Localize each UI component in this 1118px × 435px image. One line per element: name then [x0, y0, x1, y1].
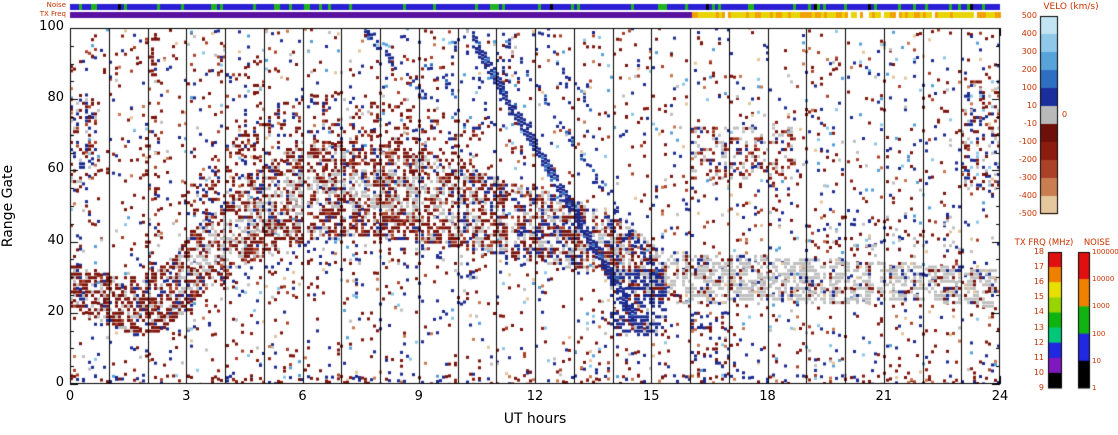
x-tick-label: 18 [759, 389, 776, 404]
velocity-scale-label: 100 [1021, 83, 1037, 92]
x-tick-label: 21 [875, 389, 893, 404]
tx-freq-scale-label: 13 [1033, 322, 1044, 332]
y-tick-label: 100 [39, 19, 64, 34]
y-axis-title: Range Gate [0, 164, 16, 248]
noise-strip-label: Noise [46, 1, 66, 9]
x-tick-label: 6 [298, 389, 307, 404]
velocity-scale-label: -100 [1018, 137, 1037, 146]
x-tick-label: 12 [526, 389, 544, 404]
y-tick-label: 0 [55, 375, 64, 390]
velocity-scale-label: -300 [1018, 173, 1037, 182]
velocity-scale-label: 10 [1026, 101, 1037, 110]
tx-freq-scale-label: 12 [1033, 337, 1044, 347]
tx-freq-scale-label: 9 [1038, 382, 1044, 392]
x-tick-label: 0 [65, 389, 75, 404]
velocity-scale-label: 200 [1021, 65, 1037, 74]
noise-scale-label: 100 [1092, 329, 1106, 338]
x-tick-label: 15 [642, 389, 660, 404]
velocity-scale-label: 300 [1021, 47, 1037, 56]
velocity-scale-label: -500 [1018, 209, 1037, 218]
y-tick-label: 60 [47, 161, 64, 177]
x-tick-label: 24 [991, 389, 1009, 404]
noise-scale-label: 1000 [1092, 302, 1110, 311]
x-axis-title: UT hours [503, 411, 567, 427]
tx-freq-colorbar-title: TX FRQ (MHz) [1014, 238, 1074, 248]
tx-freq-scale-label: 11 [1033, 352, 1044, 362]
tx-freq-scale-label: 10 [1033, 367, 1044, 377]
x-tick-label: 3 [182, 389, 191, 404]
velocity-colorbar-title: VELO (km/s) [1043, 2, 1099, 12]
velocity-zero-label: 0 [1062, 110, 1068, 119]
velocity-scale-label: 500 [1021, 11, 1037, 20]
velocity-scale-label: -10 [1023, 119, 1037, 128]
tx-freq-scale-label: 17 [1033, 262, 1044, 272]
y-tick-label: 20 [47, 303, 64, 319]
y-tick-label: 80 [47, 90, 64, 106]
y-tick-label: 40 [47, 232, 64, 248]
noise-colorbar-title: NOISE [1083, 238, 1111, 248]
noise-scale-label: 100000 [1092, 248, 1118, 256]
txfreq-strip-label: TX Freq [39, 10, 66, 18]
tx-freq-scale-label: 14 [1033, 307, 1044, 317]
velocity-scale-label: -400 [1018, 191, 1037, 200]
x-tick-label: 9 [414, 389, 423, 404]
noise-scale-label: 10000 [1092, 275, 1115, 284]
tx-freq-scale-label: 15 [1033, 292, 1044, 302]
tx-freq-scale-label: 18 [1033, 247, 1044, 256]
velocity-scale-label: 400 [1021, 29, 1037, 38]
velocity-scale-label: -200 [1018, 155, 1037, 164]
noise-scale-label: 1 [1092, 384, 1097, 392]
tx-freq-scale-label: 16 [1033, 277, 1044, 287]
noise-scale-label: 10 [1092, 356, 1101, 365]
